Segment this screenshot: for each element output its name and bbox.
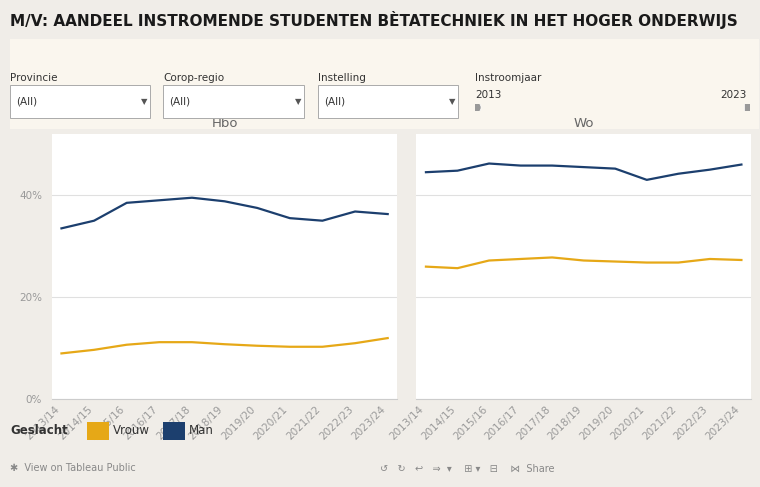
Text: (All): (All) <box>16 97 37 107</box>
Text: Instroomjaar: Instroomjaar <box>475 73 541 83</box>
Text: Corop-regio: Corop-regio <box>163 73 224 83</box>
Text: ▼: ▼ <box>295 97 302 106</box>
Text: Vrouw: Vrouw <box>112 425 150 437</box>
Text: ▼: ▼ <box>449 97 456 106</box>
Text: Geslacht: Geslacht <box>10 425 68 437</box>
Text: (All): (All) <box>324 97 345 107</box>
Text: M/V: AANDEEL INSTROMENDE STUDENTEN BÈTATECHNIEK IN HET HOGER ONDERWIJS: M/V: AANDEEL INSTROMENDE STUDENTEN BÈTAT… <box>10 11 738 29</box>
Text: (All): (All) <box>169 97 191 107</box>
Text: Instelling: Instelling <box>318 73 366 83</box>
Text: ✱  View on Tableau Public: ✱ View on Tableau Public <box>10 464 135 473</box>
Text: Provincie: Provincie <box>10 73 58 83</box>
Text: ▼: ▼ <box>141 97 148 106</box>
Text: 2023: 2023 <box>720 90 746 100</box>
Text: 2013: 2013 <box>475 90 502 100</box>
Text: ↺   ↻   ↩   ⇒  ▾    ⊞ ▾   ⊟    ⋈  Share: ↺ ↻ ↩ ⇒ ▾ ⊞ ▾ ⊟ ⋈ Share <box>380 464 555 473</box>
Title: Wo: Wo <box>574 117 594 130</box>
Title: Hbo: Hbo <box>211 117 238 130</box>
Text: Man: Man <box>188 425 214 437</box>
